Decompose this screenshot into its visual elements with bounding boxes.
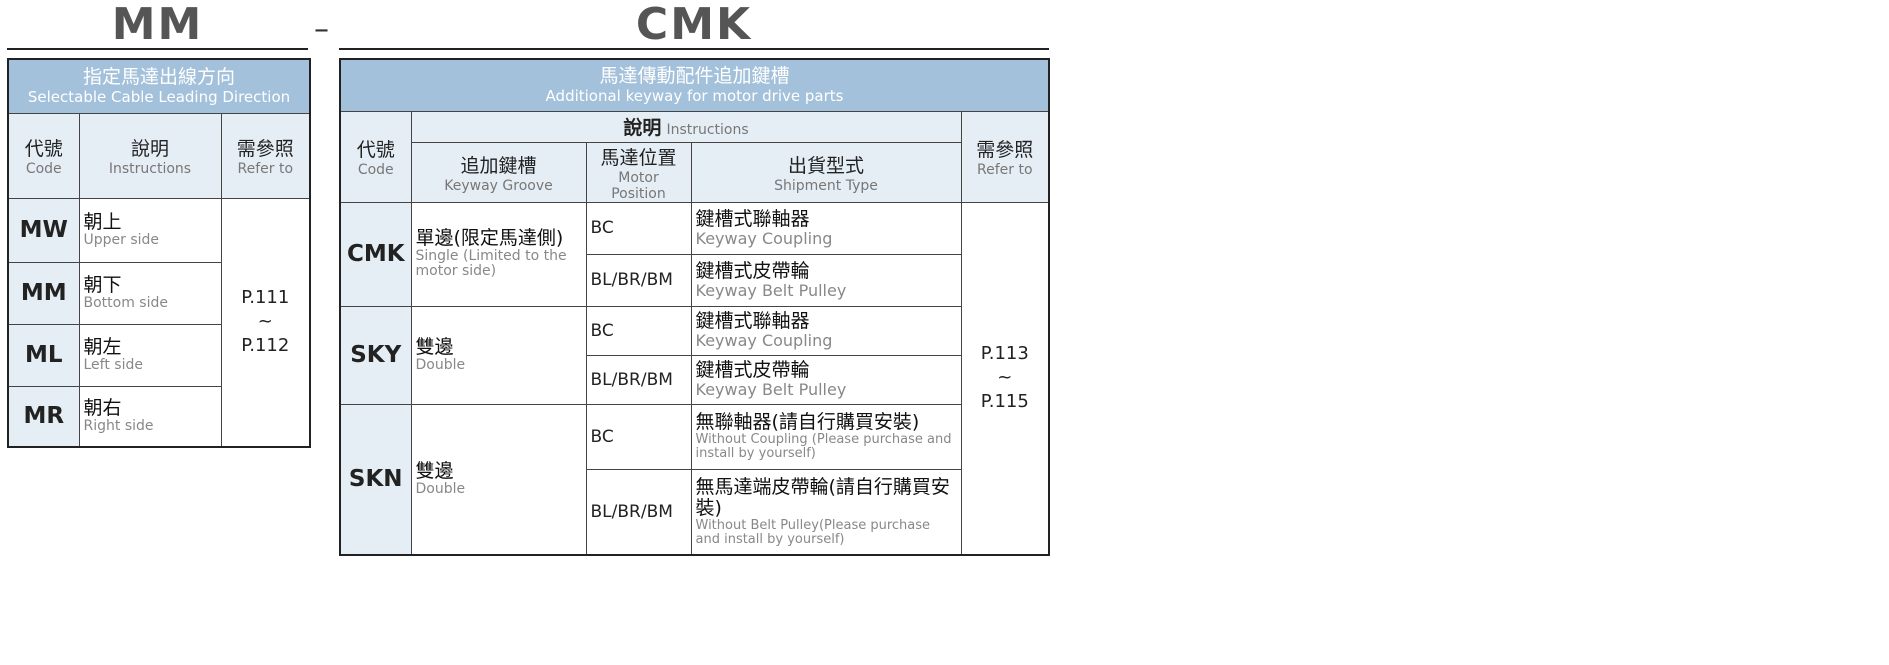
col-refer: 需參照 Refer to — [220, 112, 311, 199]
col-groove: 追加鍵槽 Keyway Groove — [410, 141, 587, 203]
desc-en: Right side — [83, 418, 154, 434]
header-zh: 馬達傳動配件追加鍵槽 — [599, 64, 790, 87]
col-code-zh: 代號 — [24, 138, 63, 160]
col-refer: 需參照 Refer to — [960, 110, 1050, 203]
left-title-rule — [7, 48, 308, 50]
desc-zh: 朝上 — [83, 210, 122, 233]
code-cell: SKN — [339, 403, 412, 556]
ship-zh: 無馬達端皮帶輪(請自行購買安裝) — [695, 476, 950, 520]
groove-cell: 雙邊 Double — [410, 305, 587, 405]
groove-cell: 單邊(限定馬達側) Single (Limited to the motor si… — [410, 201, 587, 307]
ship-zh: 鍵槽式聯軸器 — [695, 207, 810, 230]
ship-zh: 鍵槽式皮帶輪 — [695, 259, 810, 282]
position-cell: BC — [585, 305, 692, 356]
col-groove-zh: 追加鍵槽 — [460, 154, 537, 177]
table-row: CMK 單邊(限定馬達側) Single (Limited to the moto… — [339, 201, 1050, 556]
code-cell: SKY — [339, 305, 412, 405]
table-header: 指定馬達出線方向 Selectable Cable Leading Directi… — [7, 58, 311, 114]
col-instr-en: Instructions — [666, 122, 749, 138]
table-row: SKY 雙邊 Double BC 鍵槽式聯軸器 Keyway Coupling — [339, 305, 1049, 405]
table-row: ML 朝左 Left side — [7, 323, 310, 387]
col-groove-en: Keyway Groove — [444, 177, 553, 194]
refer-cell: P.111 ~ P.112 — [220, 197, 311, 448]
col-code: 代號 Code — [7, 112, 80, 199]
col-ref-en: Refer to — [977, 162, 1033, 178]
col-ref-zh: 需參照 — [976, 139, 1034, 161]
right-title: CMK — [635, 0, 753, 50]
table-header: 馬達傳動配件追加鍵槽 Additional keyway for motor dr… — [339, 58, 1050, 112]
ship-en: Keyway Belt Pulley — [695, 280, 847, 300]
code-cell: CMK — [339, 201, 412, 307]
ship-en: Keyway Coupling — [695, 228, 833, 248]
code-cell: MM — [7, 261, 80, 325]
desc-en: Bottom side — [83, 294, 169, 311]
groove-en: Single (Limited to the motor side) — [415, 248, 567, 280]
code-cell: ML — [7, 323, 80, 387]
groove-zh: 雙邊 — [415, 460, 454, 483]
ref-sep: ~ — [257, 311, 273, 333]
position-cell: BC — [585, 201, 692, 255]
cable-direction-table: 指定馬達出線方向 Selectable Cable Leading Directi… — [7, 58, 312, 448]
col-code-en: Code — [357, 162, 394, 178]
col-shipment: 出貨型式 Shipment Type — [690, 141, 962, 203]
groove-zh: 雙邊 — [415, 335, 454, 358]
groove-cell: 雙邊 Double — [410, 403, 587, 556]
groove-en: Double — [415, 481, 466, 497]
table-row: MR 朝右 Right side — [7, 385, 310, 448]
header-zh: 指定馬達出線方向 — [83, 65, 236, 88]
table-row: SKN 雙邊 Double BC 無聯軸器(請自行購買安裝) Without Cou… — [339, 403, 1049, 556]
ship-en: Keyway Coupling — [695, 331, 833, 351]
col-pos-en: Motor Position — [611, 169, 666, 202]
col-ref-en: Refer to — [237, 161, 294, 177]
col-instr-en: Instructions — [108, 161, 192, 177]
header-en: Selectable Cable Leading Direction — [27, 87, 291, 106]
col-position: 馬達位置 Motor Position — [585, 141, 692, 203]
ship-en: Keyway Belt Pulley — [695, 380, 847, 400]
col-ship-en: Shipment Type — [774, 177, 878, 194]
ref-to: P.115 — [980, 391, 1029, 413]
col-ship-zh: 出貨型式 — [787, 154, 864, 177]
col-instructions: 說明 Instructions — [78, 112, 222, 199]
col-code-en: Code — [25, 161, 62, 177]
col-code-zh: 代號 — [356, 139, 395, 161]
desc-en: Upper side — [83, 231, 160, 248]
ship-zh: 鍵槽式聯軸器 — [695, 310, 810, 333]
table-row: MW 朝上 Upper side P.111 ~ P.112 — [7, 197, 311, 448]
col-code: 代號 Code — [339, 110, 412, 203]
right-title-rule — [339, 48, 1049, 50]
col-pos-zh: 馬達位置 — [600, 146, 677, 169]
keyway-table: 馬達傳動配件追加鍵槽 Additional keyway for motor dr… — [339, 58, 1051, 556]
desc-zh: 朝下 — [83, 273, 122, 296]
ref-sep: ~ — [997, 367, 1013, 389]
table-row: BL/BR/BM 鍵槽式皮帶輪 Keyway Belt Pulley — [340, 253, 1049, 307]
position-cell: BL/BR/BM — [585, 354, 692, 405]
ship-en: Without Coupling (Please purchase and in… — [695, 432, 952, 461]
table-row: BL/BR/BM 無馬達端皮帶輪(請自行購買安裝) Without Belt Pu… — [340, 468, 1049, 556]
separator-dash: – — [314, 12, 329, 47]
col-ref-zh: 需參照 — [236, 138, 294, 160]
ship-en: Without Belt Pulley(Please purchase and … — [695, 518, 931, 547]
position-cell: BL/BR/BM — [585, 468, 692, 556]
desc-en: Left side — [83, 356, 143, 373]
header-en: Additional keyway for motor drive parts — [545, 86, 844, 105]
col-instr-zh: 說明 — [130, 138, 169, 160]
left-title: MM — [111, 0, 204, 50]
ref-from: P.113 — [980, 342, 1029, 364]
code-cell: MR — [7, 385, 80, 448]
groove-zh: 單邊(限定馬達側) — [415, 227, 564, 250]
col-instructions: 說明 Instructions — [410, 110, 962, 143]
ref-to: P.112 — [241, 335, 290, 357]
position-cell: BL/BR/BM — [585, 253, 692, 307]
position-cell: BC — [585, 403, 692, 470]
groove-en: Double — [415, 356, 466, 373]
col-instr-zh: 說明 — [623, 117, 662, 139]
ship-zh: 無聯軸器(請自行購買安裝) — [695, 411, 920, 434]
code-cell: MW — [7, 197, 80, 263]
desc-zh: 朝右 — [83, 397, 122, 420]
ref-from: P.111 — [241, 286, 290, 308]
desc-zh: 朝左 — [83, 335, 122, 358]
ship-zh: 鍵槽式皮帶輪 — [695, 359, 810, 382]
refer-cell: P.113 ~ P.115 — [960, 201, 1050, 556]
